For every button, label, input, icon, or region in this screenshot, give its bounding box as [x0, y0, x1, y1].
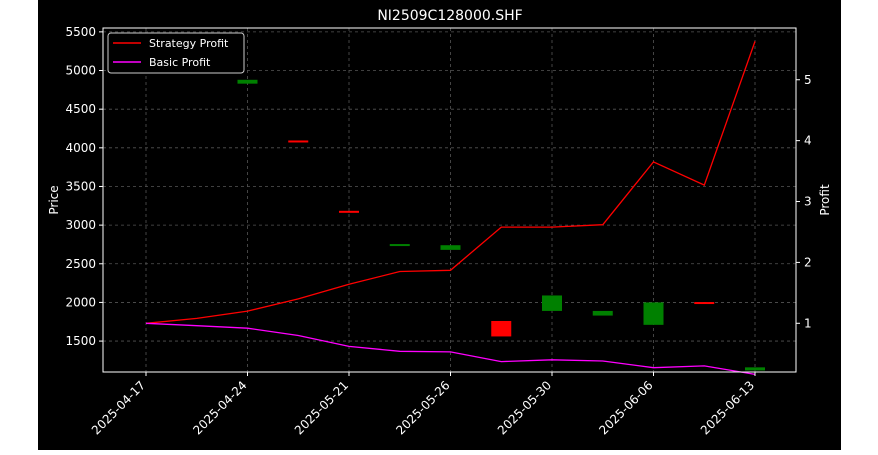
right-tick-label: 1 [804, 316, 812, 330]
left-tick-label: 4000 [65, 141, 96, 155]
right-tick-label: 4 [804, 134, 812, 148]
right-axis-label: Profit [818, 184, 832, 216]
right-tick-label: 5 [804, 73, 812, 87]
right-tick-label: 2 [804, 255, 812, 269]
left-tick-label: 1500 [65, 334, 96, 348]
right-axis: 1 2 3 4 5 [796, 73, 812, 330]
plot-frame [102, 27, 797, 373]
legend-strategy-label: Strategy Profit [149, 37, 229, 50]
candle-up [643, 302, 664, 325]
legend: Strategy Profit Basic Profit [107, 32, 245, 74]
left-tick-label: 3000 [65, 218, 96, 232]
legend-basic-label: Basic Profit [149, 56, 211, 69]
left-tick-label: 5500 [65, 25, 96, 39]
strategy-profit-line [145, 41, 756, 324]
candle-down [339, 210, 359, 213]
candle-down [288, 140, 309, 143]
chart-title: NI2509C128000.SHF [377, 8, 522, 24]
candle-down [694, 302, 715, 305]
left-axis: 1500 2000 2500 3000 3500 4000 4500 5000 5500 [65, 25, 103, 348]
left-axis-label: Price [47, 185, 61, 214]
left-tick-label: 4500 [65, 102, 96, 116]
legend-box [107, 32, 245, 74]
line-layer [145, 41, 756, 376]
candle-up [542, 295, 562, 311]
candle-up [237, 79, 258, 84]
candle-up [592, 310, 613, 316]
left-tick-label: 3500 [65, 179, 96, 193]
candle-up [440, 245, 461, 250]
right-tick-label: 3 [804, 195, 812, 209]
left-tick-label: 2500 [65, 257, 96, 271]
grid-layer [103, 28, 796, 372]
candle-up [745, 367, 765, 371]
left-tick-label: 2000 [65, 295, 96, 309]
candle-up [389, 244, 410, 247]
left-tick-label: 5000 [65, 64, 96, 78]
basic-profit-line [145, 322, 756, 376]
candle-down [491, 320, 512, 337]
